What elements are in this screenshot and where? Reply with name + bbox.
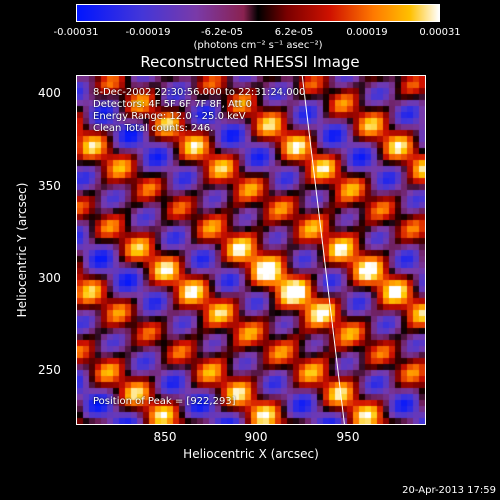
x-tick-label: 900: [244, 430, 268, 444]
render-timestamp: 20-Apr-2013 17:59: [402, 485, 496, 496]
colorbar-tick-label: -6.2e-05: [201, 27, 243, 38]
colorbar-tick-label: 0.00031: [419, 27, 461, 38]
x-axis-label: Heliocentric X (arcsec): [183, 447, 319, 461]
colorbar-tick-label: 6.2e-05: [274, 27, 314, 38]
x-tick-label: 850: [153, 430, 177, 444]
solar-limb-line: [301, 76, 345, 424]
plot-area: 8-Dec-2002 22:30:56.000 to 22:31:24.000 …: [76, 75, 426, 425]
y-axis-label: Heliocentric Y (arcsec): [15, 182, 29, 318]
y-tick-label: 300: [38, 271, 61, 285]
y-tick-label: 350: [38, 179, 61, 193]
energy-range-annotation: Energy Range: 12.0 - 25.0 keV: [93, 111, 246, 122]
detectors-annotation: Detectors: 4F 5F 6F 7F 8F, Att 0: [93, 99, 253, 110]
chart-title: Reconstructed RHESSI Image: [140, 53, 360, 71]
colorbar-tick-label: -0.00019: [125, 27, 171, 38]
colorbar-tick-label: 0.00019: [346, 27, 388, 38]
y-tick-label: 400: [38, 86, 61, 100]
x-tick-label: 950: [336, 430, 360, 444]
peak-position-annotation: Position of Peak = [922,293]: [93, 396, 236, 407]
colorbar-tick-label: -0.00031: [53, 27, 99, 38]
clean-counts-annotation: Clean Total counts: 246.: [93, 123, 214, 134]
time-range-annotation: 8-Dec-2002 22:30:56.000 to 22:31:24.000: [93, 87, 306, 98]
colorbar: [76, 4, 440, 22]
heatmap-image: [77, 76, 425, 424]
colorbar-units: (photons cm⁻² s⁻¹ asec⁻²): [193, 40, 323, 51]
y-tick-label: 250: [38, 363, 61, 377]
plot-overlay: [301, 76, 345, 424]
